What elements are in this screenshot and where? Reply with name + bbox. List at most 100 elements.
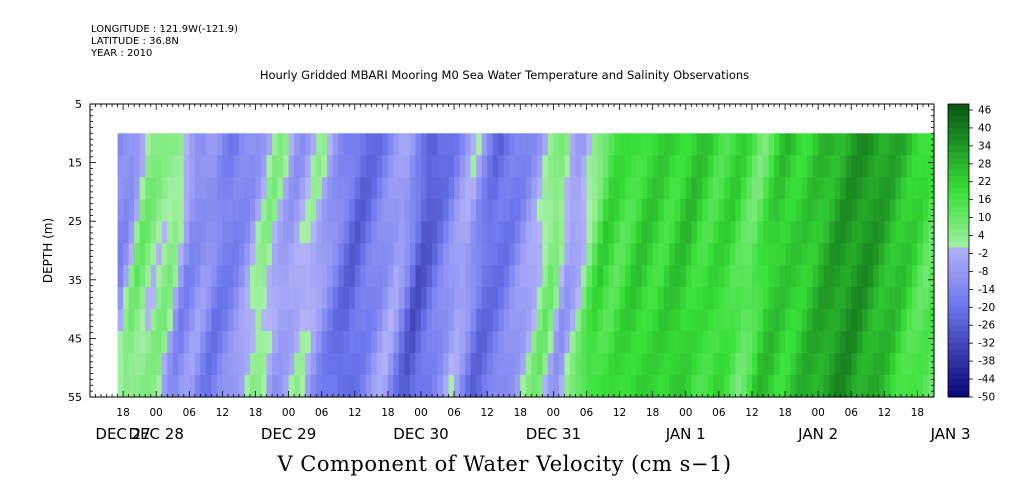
heatmap-cell <box>536 309 543 332</box>
heatmap-cell <box>636 133 643 156</box>
heatmap-cell <box>294 375 301 398</box>
y-tick-label: 15 <box>68 157 82 170</box>
heatmap-cell <box>702 331 709 354</box>
heatmap-cell <box>117 353 124 376</box>
heatmap-cell <box>575 155 582 178</box>
heatmap-cell <box>696 353 703 376</box>
heatmap-cell <box>194 221 201 244</box>
heatmap-cell <box>911 199 919 222</box>
heatmap-cell <box>796 331 803 354</box>
heatmap-cell <box>652 265 659 288</box>
heatmap-cell <box>387 133 394 156</box>
heatmap-cell <box>751 155 759 178</box>
heatmap-cell <box>674 243 681 266</box>
heatmap-cell <box>277 133 284 156</box>
heatmap-cell <box>713 155 720 178</box>
heatmap-cell <box>801 133 808 156</box>
heatmap-cell <box>244 287 251 310</box>
hour-tick-label: 00 <box>414 407 427 419</box>
heatmap-cell <box>840 353 847 376</box>
heatmap-cell <box>145 199 152 222</box>
heatmap-cell <box>558 199 566 222</box>
heatmap-cell <box>762 309 770 332</box>
heatmap-cell <box>382 133 389 156</box>
heatmap-cell <box>768 375 775 398</box>
heatmap-cell <box>437 331 444 354</box>
heatmap-cell <box>536 353 543 376</box>
heatmap-cell <box>365 155 372 178</box>
hour-tick-label: 12 <box>216 407 229 419</box>
heatmap-cell <box>895 155 902 178</box>
heatmap-cell <box>829 155 836 178</box>
colorbar-swatch <box>948 217 969 225</box>
heatmap-cell <box>134 265 141 288</box>
heatmap-cell <box>691 177 698 200</box>
heatmap-cell <box>376 243 383 266</box>
heatmap-cell <box>569 243 577 266</box>
heatmap-cell <box>674 331 681 354</box>
heatmap-cell <box>426 199 433 222</box>
longitude-label: LONGITUDE : 121.9W(-121.9) <box>91 24 238 35</box>
heatmap-cell <box>873 309 880 332</box>
heatmap-cell <box>652 199 659 222</box>
heatmap-cell <box>818 287 825 310</box>
heatmap-cell <box>713 375 720 398</box>
heatmap-cell <box>928 155 935 178</box>
heatmap-cell <box>459 265 466 288</box>
heatmap-cell <box>227 353 235 376</box>
heatmap-cell <box>294 265 301 288</box>
heatmap-cell <box>432 331 439 354</box>
heatmap-cell <box>525 133 532 156</box>
heatmap-cell <box>807 375 814 398</box>
heatmap-cell <box>746 265 753 288</box>
heatmap-cell <box>432 353 439 376</box>
heatmap-cell <box>917 353 924 376</box>
heatmap-cell <box>625 375 632 398</box>
heatmap-cell <box>123 287 130 310</box>
heatmap-cell <box>867 353 874 376</box>
heatmap-cell <box>735 309 742 332</box>
heatmap-cell <box>757 155 764 178</box>
heatmap-cell <box>796 177 803 200</box>
heatmap-cell <box>597 287 604 310</box>
heatmap-cell <box>299 331 306 354</box>
heatmap-cell <box>305 199 312 222</box>
heatmap-cell <box>542 375 549 398</box>
heatmap-cell <box>724 155 731 178</box>
heatmap-cell <box>597 177 604 200</box>
heatmap-cell <box>299 265 306 288</box>
heatmap-cell <box>244 331 251 354</box>
heatmap-cell <box>161 243 168 266</box>
heatmap-cell <box>867 199 874 222</box>
heatmap-cell <box>575 309 582 332</box>
heatmap-cell <box>564 265 571 288</box>
heatmap-cell <box>161 133 168 156</box>
heatmap-cell <box>310 309 317 332</box>
heatmap-cell <box>614 375 621 398</box>
heatmap-cell <box>774 309 781 332</box>
heatmap-cell <box>415 309 422 332</box>
heatmap-cell <box>564 353 571 376</box>
heatmap-cell <box>669 243 676 266</box>
heatmap-cell <box>294 243 301 266</box>
heatmap-cell <box>420 353 428 376</box>
heatmap-cell <box>558 331 566 354</box>
heatmap-cell <box>371 353 378 376</box>
heatmap-cell <box>382 199 389 222</box>
heatmap-cell <box>812 155 819 178</box>
heatmap-cell <box>156 331 163 354</box>
heatmap-cell <box>409 221 417 244</box>
heatmap-cell <box>818 375 825 398</box>
heatmap-cell <box>476 309 483 332</box>
heatmap-cell <box>619 331 626 354</box>
hour-tick-label: 18 <box>514 407 527 419</box>
heatmap-cell <box>757 199 764 222</box>
heatmap-cell <box>856 265 863 288</box>
y-tick-label: 35 <box>68 274 82 287</box>
heatmap-cell <box>338 309 345 332</box>
heatmap-cell <box>327 375 334 398</box>
heatmap-cell <box>398 375 406 398</box>
heatmap-cell <box>807 133 814 156</box>
heatmap-cell <box>834 155 841 178</box>
heatmap-cell <box>117 199 124 222</box>
